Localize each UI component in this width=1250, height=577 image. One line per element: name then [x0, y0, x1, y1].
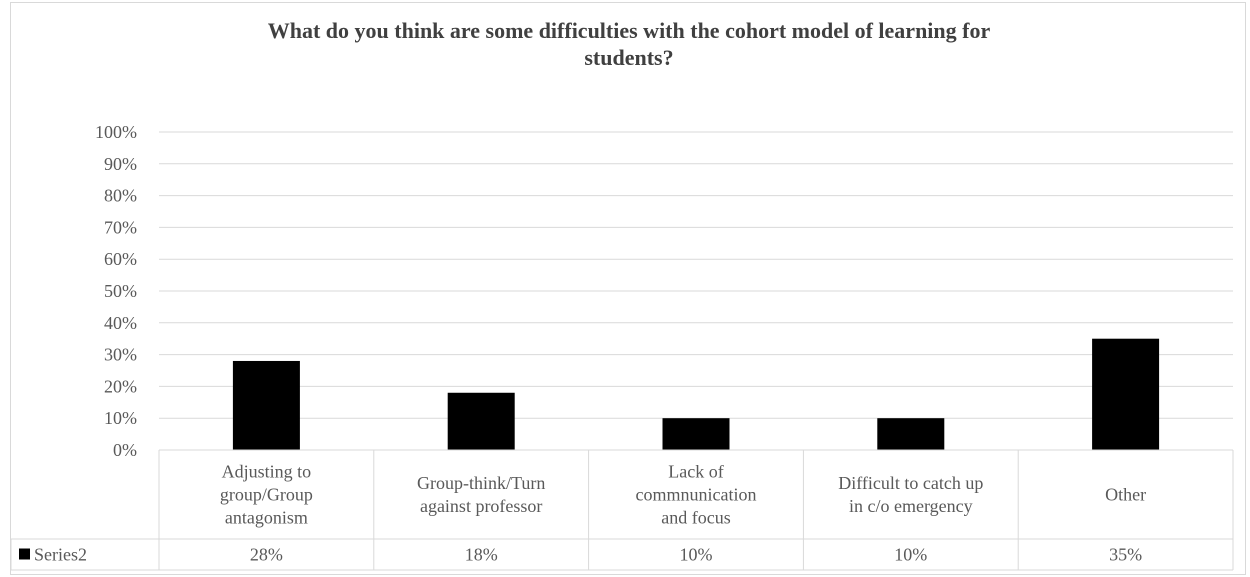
data-value-label: 10%: [680, 545, 713, 565]
x-category-label: Lack of: [668, 462, 723, 482]
y-tick-label: 30%: [104, 345, 137, 365]
y-tick-label: 20%: [104, 376, 137, 396]
y-tick-label: 40%: [104, 313, 137, 333]
bar: [232, 360, 300, 450]
x-category-label: in c/o emergency: [849, 496, 973, 516]
x-category-label: antagonism: [225, 508, 308, 528]
y-axis-ticks: 0% 10% 20% 30% 40% 50% 60% 70% 80% 90% 100%: [95, 122, 137, 460]
legend-key: [19, 548, 30, 560]
bar-chart: What do you think are some difficulties …: [11, 18, 1234, 571]
bar: [447, 392, 515, 450]
x-category-label: Adjusting to: [222, 462, 312, 482]
x-category-label: Other: [1105, 485, 1146, 505]
y-tick-label: 0%: [113, 440, 137, 460]
x-category-label: commnunication: [636, 485, 757, 505]
bar: [1092, 338, 1160, 450]
data-table: Adjusting to group/Group antagonism Group-t…: [11, 449, 1234, 571]
chart-title-line: students?: [584, 45, 673, 70]
data-value-label: 28%: [250, 545, 283, 565]
y-tick-label: 60%: [104, 249, 137, 269]
data-value-label: 10%: [894, 545, 927, 565]
y-tick-label: 90%: [104, 154, 137, 174]
series-name: Series2: [34, 545, 87, 565]
x-category-label: against professor: [420, 496, 542, 516]
chart-title: What do you think are some difficulties …: [268, 18, 991, 70]
x-category-label: and focus: [661, 508, 730, 528]
bar: [662, 418, 730, 450]
chart-title-line: What do you think are some difficulties …: [268, 18, 991, 43]
gridlines: [159, 131, 1233, 451]
x-category-label: group/Group: [220, 485, 313, 505]
y-tick-label: 70%: [104, 217, 137, 237]
bars: [232, 338, 1160, 450]
data-value-label: 35%: [1109, 545, 1142, 565]
y-tick-label: 80%: [104, 186, 137, 206]
chart-frame: What do you think are some difficulties …: [10, 2, 1246, 575]
y-tick-label: 100%: [95, 122, 137, 142]
bar: [877, 418, 945, 450]
y-tick-label: 50%: [104, 281, 137, 301]
x-category-label: Group-think/Turn: [417, 473, 545, 493]
y-tick-label: 10%: [104, 408, 137, 428]
data-value-label: 18%: [465, 545, 498, 565]
x-category-label: Difficult to catch up: [838, 473, 983, 493]
